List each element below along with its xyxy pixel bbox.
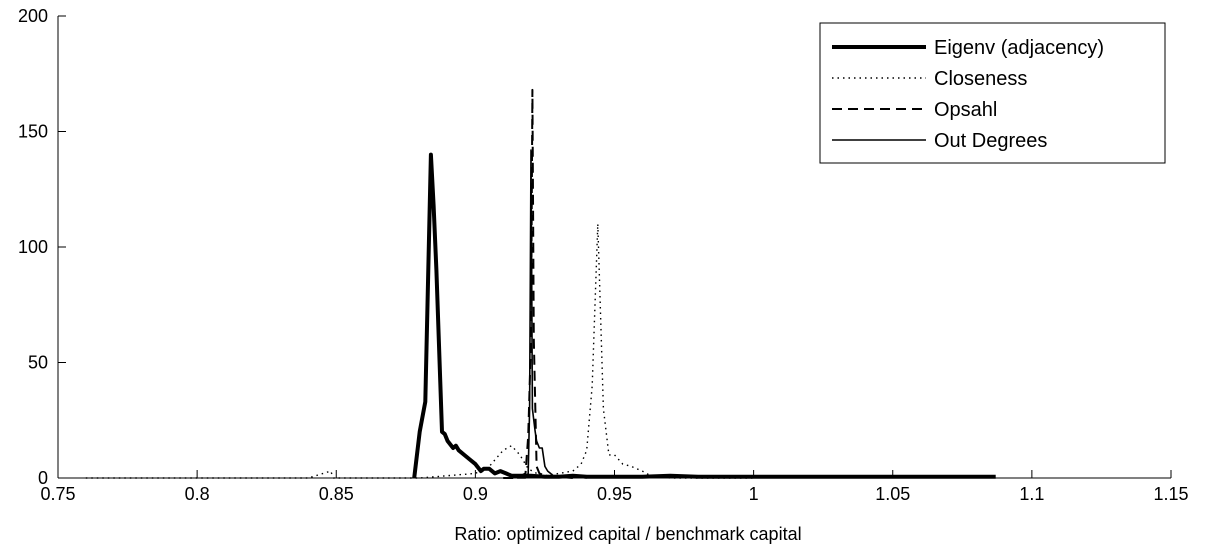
legend-label: Out Degrees: [934, 130, 1047, 152]
y-tick-label: 50: [28, 353, 48, 373]
legend-label: Closeness: [934, 68, 1027, 90]
x-tick-label: 0.75: [40, 484, 75, 504]
y-tick-label: 150: [18, 122, 48, 142]
axes: 0.75 0.8 0.85 0.9 0.95 1 1.05 1.1 1.15 0 50 100 150 2…: [18, 6, 1189, 504]
series-line-2: [85, 223, 754, 479]
x-tick-label: 0.95: [597, 484, 632, 504]
x-tick-label: 1.15: [1153, 484, 1188, 504]
y-tick-label: 0: [38, 468, 48, 488]
x-tick-label: 0.9: [463, 484, 488, 504]
x-tick-label: 1: [749, 484, 759, 504]
series-line-3: [503, 88, 573, 479]
x-tick-label: 0.85: [319, 484, 354, 504]
series-line-1: [412, 152, 996, 479]
series-lines: [85, 88, 996, 479]
x-axis-label: Ratio: optimized capital / benchmark cap…: [454, 524, 801, 544]
y-tick-label: 100: [18, 237, 48, 257]
legend-label: Opsahl: [934, 99, 997, 121]
x-tick-label: 1.1: [1019, 484, 1044, 504]
legend-label: Eigenv (adjacency): [934, 37, 1104, 59]
legend: Eigenv (adjacency) Closeness Opsahl Out Deg…: [819, 22, 1166, 164]
x-tick-label: 1.05: [875, 484, 910, 504]
series-line-4: [517, 149, 587, 479]
y-tick-label: 200: [18, 6, 48, 26]
x-tick-label: 0.8: [185, 484, 210, 504]
